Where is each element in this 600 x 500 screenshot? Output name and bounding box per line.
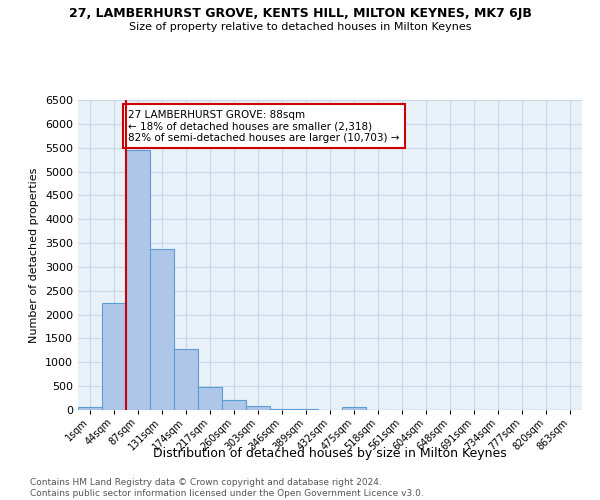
Text: 27, LAMBERHURST GROVE, KENTS HILL, MILTON KEYNES, MK7 6JB: 27, LAMBERHURST GROVE, KENTS HILL, MILTO…: [68, 8, 532, 20]
Bar: [174, 349, 198, 410]
Bar: [246, 406, 270, 410]
Bar: [150, 249, 174, 410]
Y-axis label: Number of detached properties: Number of detached properties: [29, 168, 40, 342]
Bar: [102, 302, 126, 410]
Bar: [342, 407, 366, 410]
Text: Distribution of detached houses by size in Milton Keynes: Distribution of detached houses by size …: [153, 448, 507, 460]
Text: Contains HM Land Registry data © Crown copyright and database right 2024.
Contai: Contains HM Land Registry data © Crown c…: [30, 478, 424, 498]
Bar: [198, 388, 222, 410]
Bar: [78, 406, 102, 410]
Text: Size of property relative to detached houses in Milton Keynes: Size of property relative to detached ho…: [129, 22, 471, 32]
Bar: [222, 400, 246, 410]
Bar: [270, 408, 294, 410]
Bar: [126, 150, 150, 410]
Text: 27 LAMBERHURST GROVE: 88sqm
← 18% of detached houses are smaller (2,318)
82% of : 27 LAMBERHURST GROVE: 88sqm ← 18% of det…: [128, 110, 400, 142]
